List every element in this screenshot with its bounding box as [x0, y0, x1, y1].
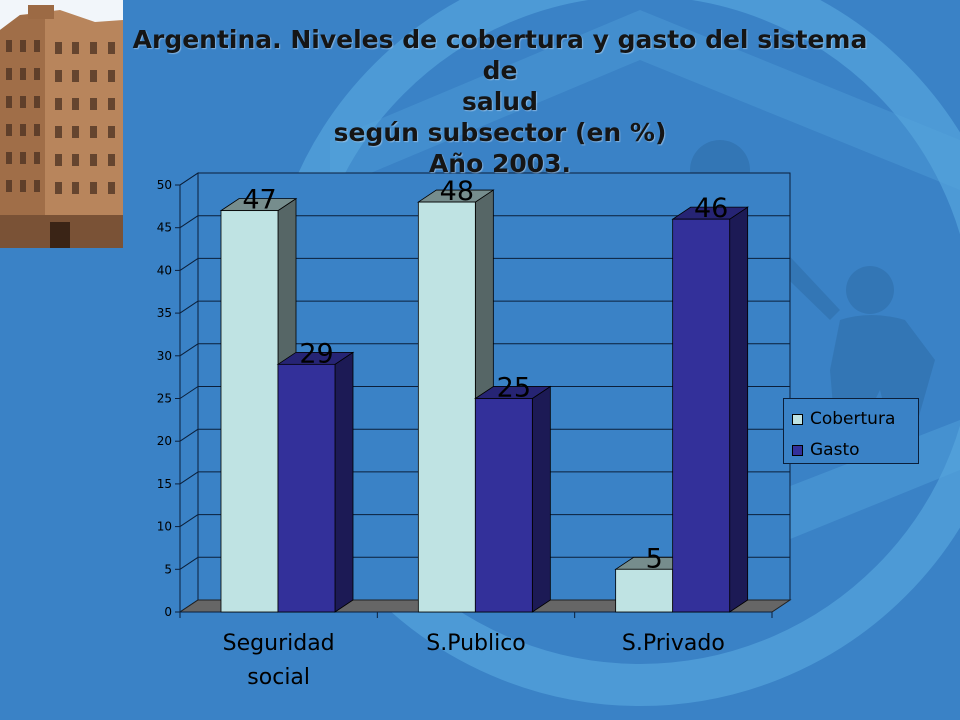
legend-label-cobertura: Cobertura	[810, 409, 896, 429]
legend-item-gasto: Gasto	[792, 440, 860, 460]
legend-swatch-gasto	[792, 444, 803, 456]
chart-legend: Cobertura Gasto	[783, 398, 919, 464]
y-tick-label: 15	[157, 477, 172, 491]
bar-side	[729, 206, 749, 613]
y-tick-label: 50	[157, 178, 172, 192]
title-line-4: Año 2003.	[428, 149, 572, 178]
x-category-label: S.Publico	[426, 631, 526, 656]
y-tick-label: 35	[157, 306, 172, 320]
gridline-diagonal	[179, 471, 199, 485]
y-tick-label: 0	[164, 605, 172, 619]
bar-gasto	[671, 206, 749, 613]
building-photo	[0, 0, 123, 248]
title-line-1: Argentina. Niveles de cobertura y gasto …	[132, 25, 868, 85]
x-category-label: S.Privado	[622, 631, 725, 656]
watermark-roof	[330, 10, 960, 190]
bar-front	[615, 568, 674, 613]
x-axis: Seguridad social S.Publico S.Privado	[179, 611, 773, 690]
data-label: 48	[440, 176, 474, 207]
y-tick-label: 5	[164, 562, 172, 576]
legend-item-cobertura: Cobertura	[792, 409, 895, 429]
bar-gasto	[276, 351, 355, 613]
legend-label-gasto: Gasto	[810, 440, 860, 460]
y-tick-label: 25	[157, 392, 172, 406]
bar-front	[672, 218, 731, 613]
bar-front	[220, 210, 279, 613]
y-tick-label: 10	[157, 520, 172, 534]
y-tick-label: 20	[157, 434, 172, 448]
title-line-3: según subsector (en %)	[333, 118, 667, 147]
data-label: 29	[299, 338, 333, 369]
gridline-diagonal	[179, 556, 199, 570]
gridline-diagonal	[179, 300, 199, 314]
gridline-diagonal	[179, 428, 199, 442]
gridline-diagonal	[179, 257, 199, 271]
y-tick-label: 45	[157, 221, 172, 235]
data-label: 46	[694, 193, 728, 224]
data-label: 5	[646, 543, 663, 574]
gridline-diagonal	[179, 386, 199, 399]
y-tick-label: 40	[157, 263, 172, 277]
title-line-2: salud	[461, 87, 538, 116]
bar-front	[277, 363, 336, 613]
x-category-label: social	[247, 665, 310, 690]
legend-swatch-cobertura	[792, 413, 803, 425]
bar-gasto	[474, 385, 552, 613]
gridline-diagonal	[179, 215, 199, 229]
bar-front	[474, 398, 533, 613]
bar-side	[531, 385, 551, 613]
bar-front	[417, 201, 476, 613]
data-label: 25	[497, 373, 531, 404]
y-tick-label: 30	[157, 349, 172, 363]
bars	[219, 189, 749, 613]
data-labels: 47 29 48 25 5 46	[242, 176, 728, 574]
data-label: 47	[242, 185, 276, 216]
x-category-label: Seguridad	[223, 631, 335, 656]
bar-side	[334, 351, 354, 613]
gridline-diagonal	[179, 172, 199, 186]
bar-chart: 0 5 10 15 20 25 30 35 40 45 50 Seguridad social S.Pu…	[157, 172, 792, 690]
gridline-diagonal	[179, 343, 199, 357]
gridline-diagonal	[179, 514, 199, 528]
chart-title: Argentina. Niveles de cobertura y gasto …	[130, 24, 870, 179]
y-axis: 0 5 10 15 20 25 30 35 40 45 50	[157, 178, 181, 619]
